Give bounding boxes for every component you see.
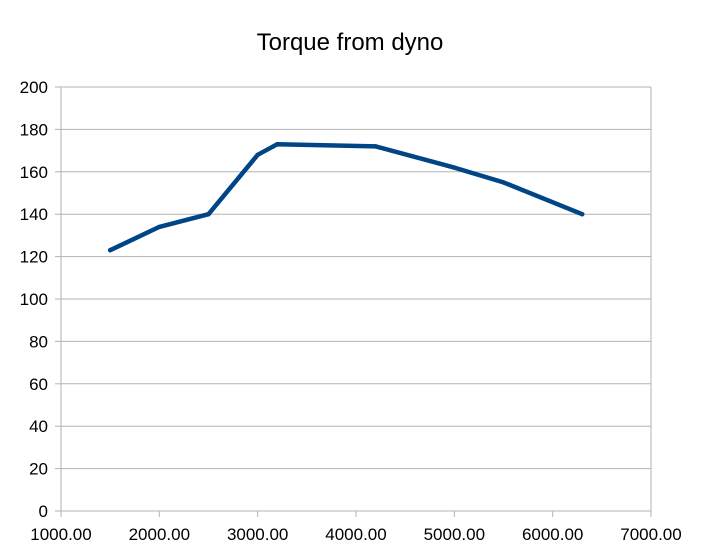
data-point [501, 180, 506, 185]
x-tick-label: 5000.00 [424, 525, 485, 544]
data-point [107, 248, 113, 253]
y-tick-label: 40 [29, 417, 48, 436]
x-tick-label: 3000.00 [227, 525, 288, 544]
x-tick-label: 7000.00 [620, 525, 681, 544]
data-point [373, 144, 378, 149]
chart-title: Torque from dyno [257, 29, 444, 56]
data-point [579, 212, 585, 217]
data-point [206, 212, 211, 217]
y-tick-label: 200 [20, 78, 48, 97]
data-point [452, 165, 457, 170]
data-point [157, 224, 162, 230]
x-tick-label: 2000.00 [129, 525, 190, 544]
y-tick-label: 0 [39, 502, 48, 521]
y-tick-label: 80 [29, 332, 48, 351]
series-line [107, 141, 585, 253]
series-group [107, 141, 585, 253]
gridlines [61, 86, 651, 512]
data-point [255, 152, 260, 158]
x-axis-ticks: 1000.00 2000.00 3000.00 4000.00 5000.00 6000.… [30, 511, 682, 544]
y-tick-label: 120 [20, 248, 48, 267]
y-tick-label: 180 [20, 120, 48, 139]
y-tick-label: 20 [29, 460, 48, 479]
y-tick-label: 140 [20, 205, 48, 224]
data-point [275, 142, 280, 147]
y-tick-label: 100 [20, 290, 48, 309]
x-tick-label: 4000.00 [325, 525, 386, 544]
x-tick-label: 1000.00 [30, 525, 91, 544]
y-tick-label: 160 [20, 163, 48, 182]
x-tick-label: 6000.00 [522, 525, 583, 544]
y-tick-label: 60 [29, 375, 48, 394]
y-axis-ticks: 0 20 40 60 80 100 120 140 160 180 200 [20, 78, 61, 521]
